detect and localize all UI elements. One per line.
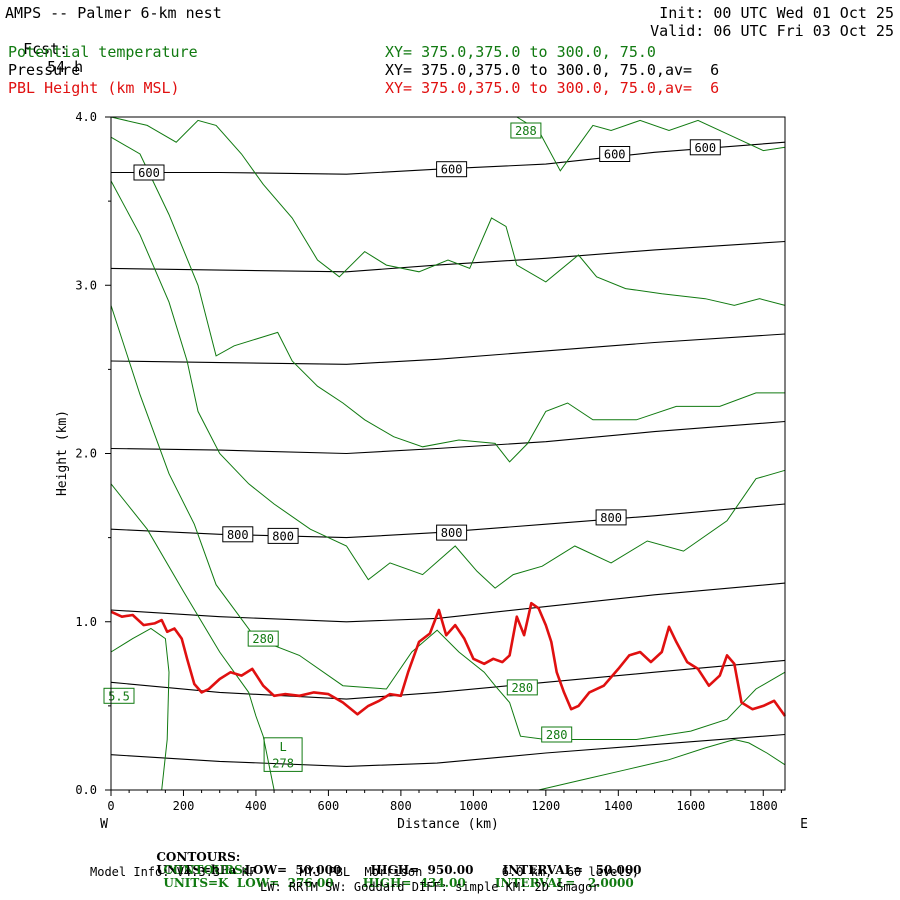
footer-theta-info: UNITS=K LOW= 276.00 HIGH= 434.00 INTERVA…: [163, 876, 634, 890]
isobar-label-box-1: [436, 161, 468, 178]
isobar-label-1: 600: [441, 163, 463, 177]
footer-theta-label: CONTOURS:: [163, 863, 248, 877]
theta-contour-2: [110, 305, 786, 740]
field-pressure-xy: XY= 375.0,375.0 to 300.0, 75.0,av= 6: [385, 61, 720, 79]
theta-label-box-3: [541, 726, 573, 743]
theta-label-2: 280: [511, 681, 533, 695]
isobar-line-4: [110, 420, 786, 455]
isobar-label-box-0: [133, 164, 165, 181]
y-tick-label-3: 3.0: [75, 278, 97, 292]
isobar-label-6: 800: [441, 526, 463, 540]
x-tick-label-3: 600: [318, 799, 340, 813]
forecast-hour: Fcst: 54 h: [5, 22, 83, 76]
x-tick-label-1: 200: [173, 799, 195, 813]
isobar-label-0: 600: [138, 166, 160, 180]
isobar-label-box-4: [222, 526, 254, 543]
contour-labels: 600 600 600 600 800 800 800 800 288 280 280 280 5.5 L…: [103, 122, 721, 772]
isobar-label-4: 800: [227, 528, 249, 542]
fcst-label: Fcst:: [23, 40, 69, 58]
isobar-label-7: 800: [600, 511, 622, 525]
footer-model-info: Model Info: V4.3.3 KF MYJ PBL Morrison 6…: [90, 865, 640, 879]
east-label: E: [800, 817, 808, 832]
theta-label-5: L: [279, 740, 286, 754]
fcst-value: 54 h: [47, 58, 84, 76]
theta-label-3: 280: [546, 728, 568, 742]
isobar-label-box-2: [599, 146, 631, 162]
pbl-height-line: [110, 601, 787, 717]
field-theta-name: Potential temperature: [8, 43, 198, 61]
theta-label-4: 5.5: [108, 689, 130, 703]
isobar-label-box-5: [267, 527, 299, 544]
model-title: AMPS -- Palmer 6-km nest: [5, 4, 222, 22]
isobar-line-2: [110, 582, 786, 623]
y-tick-label-0: 0.0: [75, 783, 97, 797]
isobar-label-5: 800: [272, 529, 294, 543]
theta-label-0: 288: [515, 124, 537, 138]
isobar-label-box-7: [595, 509, 627, 526]
theta-contour-4: [110, 136, 785, 463]
x-tick-label-4: 800: [390, 799, 412, 813]
theta-contour-3: [110, 180, 786, 589]
isobar-line-5: [110, 333, 786, 365]
west-label: W: [100, 817, 108, 832]
footer-pressure-info: UNITS=hPa LOW= 50.000 HIGH= 950.00 INTER…: [156, 863, 642, 877]
field-pressure-name: Pressure: [8, 61, 81, 79]
theta-label-1: 280: [252, 632, 274, 646]
theta-label-6: 278: [272, 757, 294, 771]
y-tick-label-1: 1.0: [75, 615, 97, 629]
isobar-line-6: [110, 240, 786, 273]
theta-contour-7: [538, 738, 786, 791]
plot-frame: [110, 116, 786, 791]
theta-low-box: [263, 737, 303, 772]
x-tick-label-5: 1000: [459, 799, 488, 813]
field-pbl-xy: XY= 375.0,375.0 to 300.0, 75.0,av= 6: [385, 79, 720, 97]
isobar-label-box-6: [436, 524, 468, 541]
x-tick-label-6: 1200: [531, 799, 560, 813]
footer-pressure-label: CONTOURS:: [156, 850, 241, 864]
isobar-label-3: 600: [694, 141, 716, 155]
footer-pressure-contours: CONTOURS: UNITS=hPa LOW= 50.000 HIGH= 95…: [148, 838, 642, 877]
pbl-height-series: [110, 601, 787, 717]
y-axis-label: Height (km): [55, 410, 70, 496]
axes: 0 200 400 600 800 1000 1200 1400 1600 1800 0.0 1.0 2…: [75, 110, 782, 813]
y-tick-label-2: 2.0: [75, 447, 97, 461]
footer-theta-contours: CONTOURS: UNITS=K LOW= 276.00 HIGH= 434.…: [155, 851, 634, 890]
valid-time: Valid: 06 UTC Fri 03 Oct 25: [650, 22, 894, 40]
footer-physics-info: LW: RRTM SW: Goddard DIFF: simple KM: 2D…: [260, 880, 600, 894]
isobar-line-0: [110, 733, 786, 767]
x-tick-label-9: 1800: [749, 799, 778, 813]
x-axis-label: Distance (km): [397, 817, 499, 832]
init-time: Init: 00 UTC Wed 01 Oct 25: [659, 4, 894, 22]
theta-label-box-1: [247, 630, 279, 647]
theta-label-box-2: [506, 679, 538, 696]
x-tick-label-8: 1600: [676, 799, 705, 813]
theta-contour-5: [110, 116, 786, 306]
x-tick-label-2: 400: [245, 799, 267, 813]
isobar-line-1: [110, 659, 786, 700]
field-theta-xy: XY= 375.0,375.0 to 300.0, 75.0: [385, 43, 656, 61]
isobar-label-box-3: [689, 139, 721, 156]
theta-contours: [110, 116, 786, 791]
pressure-isobars: [110, 141, 786, 767]
x-tick-label-7: 1400: [604, 799, 633, 813]
y-tick-label-4: 4.0: [75, 110, 97, 124]
x-tick-label-0: 0: [107, 799, 114, 813]
field-pbl-name: PBL Height (km MSL): [8, 79, 180, 97]
theta-label-box-0: [510, 122, 542, 139]
theta-contour-0: [110, 627, 170, 791]
isobar-label-2: 600: [604, 148, 626, 162]
